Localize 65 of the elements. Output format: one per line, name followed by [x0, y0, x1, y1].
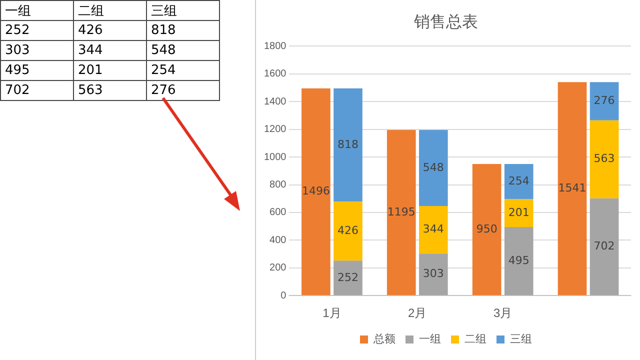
bar	[472, 164, 502, 296]
bar	[504, 227, 534, 296]
y-tick-label: 200	[270, 262, 287, 274]
text: 495	[0, 60, 74, 80]
bar	[590, 82, 619, 120]
data-label: 254	[508, 174, 530, 188]
y-tick-label: 400	[270, 234, 287, 246]
bar	[590, 120, 619, 198]
bar	[302, 88, 330, 296]
y-tick-label: 1800	[264, 40, 287, 52]
data-label: 495	[508, 254, 530, 267]
chart-title: 销售总表	[413, 13, 478, 32]
text: 254	[146, 60, 220, 80]
category-label: 三组	[146, 0, 220, 20]
text: 276	[146, 80, 220, 100]
category-label: 二组	[74, 0, 146, 20]
data-label: 276	[594, 94, 615, 108]
data-label: 818	[337, 138, 358, 151]
text: 563	[74, 80, 146, 100]
bar	[334, 202, 362, 261]
x-tick-label: 1月	[322, 306, 342, 320]
x-tick-label: 3月	[494, 306, 512, 320]
y-tick-label: 0	[280, 290, 287, 302]
text: 344	[74, 40, 146, 60]
x-tick-label: 2月	[408, 306, 427, 320]
y-tick-label: 1000	[264, 152, 287, 163]
y-tick-label: 600	[270, 207, 287, 218]
data-label: 1496	[302, 184, 330, 198]
y-tick-label: 800	[270, 180, 287, 191]
bar	[590, 198, 619, 296]
text: 252	[0, 20, 74, 40]
legend-label: 二组	[464, 334, 486, 346]
data-label: 548	[422, 160, 444, 174]
bar	[419, 130, 448, 206]
bar	[334, 88, 362, 202]
y-tick-label: 1400	[264, 96, 287, 108]
text: 548	[146, 40, 220, 60]
data-label: 950	[476, 222, 498, 236]
text: 303	[0, 40, 74, 60]
bar	[419, 206, 448, 254]
text: 201	[74, 60, 146, 80]
bar	[334, 260, 362, 296]
bar	[419, 254, 448, 296]
text: 818	[146, 20, 220, 40]
data-label: 252	[337, 270, 358, 284]
y-tick-label: 1600	[264, 68, 287, 80]
bar	[558, 82, 587, 296]
data-label: 303	[422, 267, 444, 280]
bar	[504, 164, 534, 200]
data-label: 426	[337, 224, 358, 238]
category-label: 一组	[0, 0, 74, 20]
data-label: 1541	[558, 181, 586, 194]
bar	[504, 199, 534, 228]
text: 702	[0, 80, 74, 100]
text: 426	[74, 20, 146, 40]
data-label: 201	[508, 206, 530, 219]
legend-label: 一组	[419, 334, 441, 346]
data-label: 702	[594, 240, 615, 253]
data-label: 344	[422, 222, 444, 236]
legend-label: 总额	[372, 332, 396, 346]
y-tick-label: 1200	[264, 124, 287, 136]
bar	[386, 130, 416, 296]
data-label: 563	[594, 152, 615, 166]
data-label: 1195	[387, 205, 416, 218]
legend-label: 三组	[510, 334, 532, 346]
